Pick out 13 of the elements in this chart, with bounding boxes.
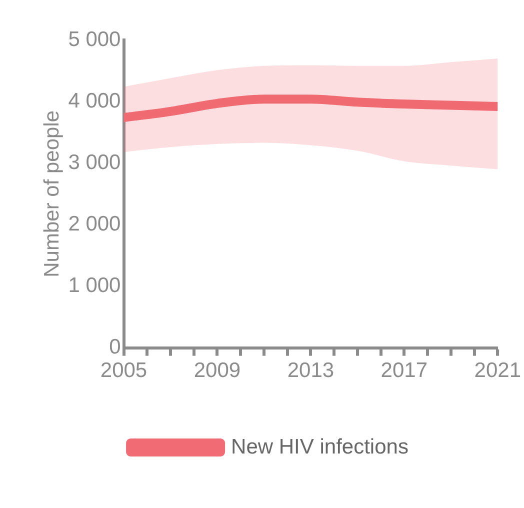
y-tick-label: 5 000 [68,28,121,51]
x-tick-label: 2013 [287,359,334,382]
x-tick-label: 2017 [380,359,428,382]
y-tick-label: 1 000 [68,274,121,298]
y-tick-label: 2 000 [68,212,121,236]
y-tick-label: 4 000 [68,89,121,112]
x-tick-label: 2009 [194,359,241,382]
legend-label: New HIV infections [231,435,408,458]
y-tick-label: 3 000 [68,150,121,174]
y-tick-label: 0 [109,336,121,359]
x-tick-label: 2005 [100,359,148,382]
x-tick-label: 2021 [474,359,521,382]
y-axis-title: Number of people [40,110,64,278]
